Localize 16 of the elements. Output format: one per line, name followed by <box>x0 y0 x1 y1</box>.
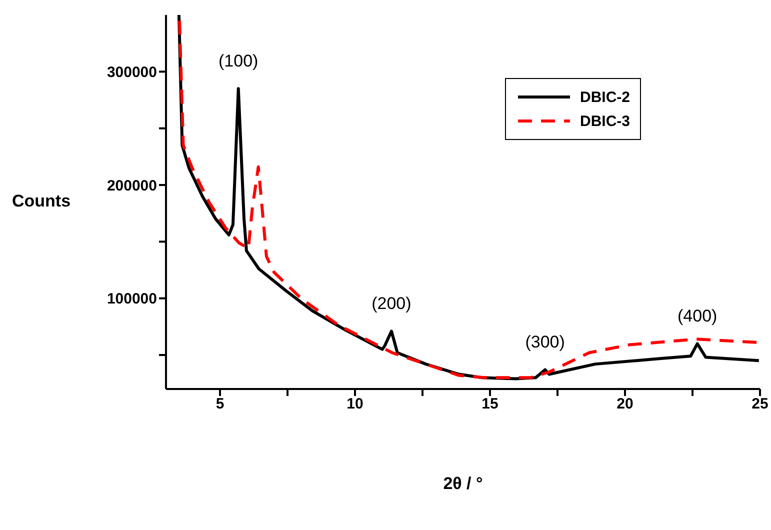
x-axis-title: 2θ / ° <box>443 474 483 494</box>
annotation: (400) <box>678 306 718 326</box>
y-tick-label: 300000 <box>106 64 157 81</box>
y-tick-label: 200000 <box>106 177 157 194</box>
x-tick-label: 5 <box>216 396 224 413</box>
annotation: (300) <box>525 332 565 352</box>
y-axis-title: Counts <box>12 191 71 210</box>
y-tick-label: 100000 <box>106 290 157 308</box>
legend-label: DBIC-2 <box>580 88 630 106</box>
x-tick-label: 10 <box>346 396 364 413</box>
x-tick-label: 20 <box>616 396 634 413</box>
annotation: (200) <box>372 294 412 314</box>
x-tick-label: 15 <box>482 396 498 413</box>
x-tick-label: 25 <box>752 396 768 413</box>
annotation: (100) <box>218 52 258 71</box>
legend-label: DBIC-3 <box>580 112 630 130</box>
